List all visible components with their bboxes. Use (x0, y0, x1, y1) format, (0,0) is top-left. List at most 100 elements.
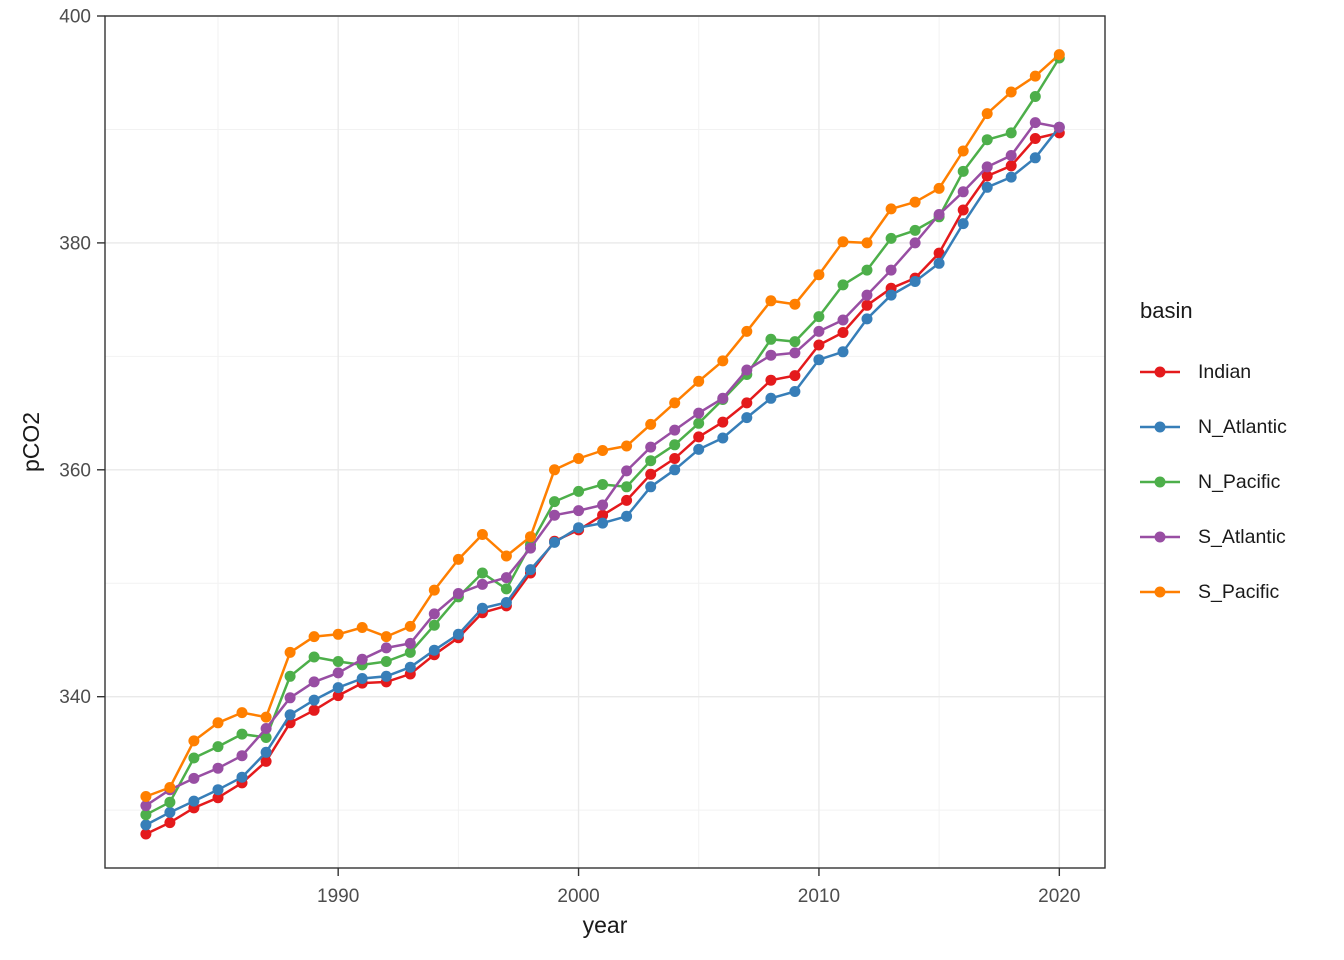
legend-key-dot (1154, 421, 1166, 433)
data-point-S_Pacific (284, 646, 296, 658)
data-point-N_Atlantic (188, 795, 200, 807)
legend-key-s-atlantic-icon (1140, 531, 1180, 543)
data-point-S_Pacific (164, 782, 176, 793)
data-point-N_Atlantic (140, 819, 152, 831)
data-point-S_Atlantic (236, 750, 248, 762)
data-point-N_Atlantic (1005, 171, 1017, 183)
data-point-S_Atlantic (573, 505, 585, 517)
data-point-N_Atlantic (669, 464, 681, 476)
data-point-S_Atlantic (981, 161, 993, 173)
legend-key-dot (1154, 366, 1166, 378)
data-point-S_Atlantic (933, 209, 945, 220)
y-tick-label: 340 (59, 687, 91, 708)
legend-item-indian: Indian (1140, 360, 1287, 383)
data-point-S_Pacific (645, 418, 657, 430)
data-point-N_Pacific (404, 646, 416, 658)
data-point-Indian (933, 247, 945, 259)
data-point-N_Pacific (837, 279, 849, 291)
data-point-N_Atlantic (1029, 152, 1041, 164)
data-point-S_Pacific (380, 631, 392, 643)
data-point-N_Atlantic (573, 522, 585, 534)
data-point-S_Atlantic (500, 572, 512, 584)
data-point-S_Pacific (308, 631, 320, 643)
legend-key-dot (1154, 476, 1166, 488)
data-point-S_Pacific (1005, 86, 1017, 98)
legend-key-indian-icon (1140, 366, 1180, 378)
data-point-S_Atlantic (380, 642, 392, 654)
data-point-Indian (332, 690, 344, 702)
data-point-S_Atlantic (837, 314, 849, 326)
data-point-S_Pacific (885, 203, 897, 215)
legend-label: S_Atlantic (1198, 525, 1286, 548)
data-point-N_Atlantic (885, 289, 897, 301)
data-point-N_Atlantic (765, 392, 777, 404)
data-point-S_Pacific (1029, 70, 1041, 82)
data-point-S_Pacific (332, 628, 344, 640)
data-point-S_Pacific (981, 108, 993, 120)
data-point-S_Pacific (500, 550, 512, 562)
panel-border (104, 15, 1106, 869)
data-point-S_Pacific (428, 584, 440, 596)
y-axis-title: pCO2 (18, 411, 44, 473)
data-point-N_Atlantic (789, 386, 801, 397)
data-point-S_Pacific (669, 397, 681, 409)
data-point-S_Atlantic (356, 653, 368, 665)
data-point-N_Atlantic (380, 670, 392, 682)
data-point-S_Pacific (140, 791, 152, 802)
data-point-S_Atlantic (693, 407, 705, 419)
data-point-N_Atlantic (212, 784, 224, 796)
legend-label: Indian (1198, 360, 1252, 383)
x-tick-label: 2020 (1038, 886, 1080, 907)
x-tick-label: 2010 (798, 886, 840, 907)
legend-item-n-atlantic: N_Atlantic (1140, 415, 1287, 438)
data-point-Indian (789, 370, 801, 382)
data-point-S_Pacific (861, 237, 873, 249)
data-point-S_Atlantic (525, 542, 536, 554)
data-point-S_Pacific (693, 375, 705, 387)
data-point-S_Atlantic (188, 772, 200, 784)
legend-label: N_Atlantic (1198, 415, 1287, 438)
data-point-N_Pacific (308, 651, 320, 663)
data-point-N_Atlantic (525, 564, 536, 576)
data-point-Indian (957, 204, 969, 216)
data-point-N_Pacific (669, 439, 681, 451)
data-point-N_Atlantic (933, 257, 945, 269)
data-point-S_Atlantic (549, 509, 560, 521)
data-point-N_Atlantic (909, 276, 921, 287)
data-point-S_Pacific (212, 717, 224, 729)
data-point-Indian (741, 397, 753, 409)
data-point-N_Pacific (332, 656, 344, 667)
legend: basin Indian N_Atlantic N_Pacific S_Atla… (1140, 298, 1287, 637)
data-point-S_Atlantic (476, 578, 488, 590)
data-point-N_Pacific (549, 496, 560, 508)
data-point-N_Pacific (428, 619, 440, 631)
data-point-N_Atlantic (428, 644, 440, 656)
data-point-N_Pacific (813, 311, 825, 323)
data-point-N_Atlantic (284, 709, 296, 721)
data-point-Indian (717, 416, 729, 428)
data-point-S_Pacific (356, 622, 368, 633)
data-point-S_Pacific (837, 236, 849, 248)
data-point-N_Atlantic (693, 443, 705, 455)
data-point-Indian (1005, 160, 1017, 172)
data-point-S_Pacific (476, 529, 488, 540)
data-point-S_Pacific (933, 182, 945, 194)
data-point-N_Atlantic (500, 597, 512, 608)
data-point-N_Pacific (1005, 127, 1017, 139)
data-point-N_Atlantic (164, 806, 176, 818)
data-point-Indian (621, 494, 633, 506)
legend-item-n-pacific: N_Pacific (1140, 471, 1287, 493)
data-point-N_Atlantic (861, 313, 873, 325)
legend-item-s-pacific: S_Pacific (1140, 581, 1287, 603)
data-point-S_Pacific (1053, 49, 1065, 61)
data-point-S_Pacific (452, 553, 464, 565)
data-point-S_Atlantic (284, 692, 296, 704)
data-point-S_Atlantic (332, 667, 344, 679)
data-point-S_Atlantic (717, 392, 729, 404)
data-point-Indian (140, 828, 152, 840)
data-point-S_Pacific (789, 298, 801, 310)
y-tick-label: 360 (59, 460, 91, 481)
data-point-N_Pacific (621, 481, 633, 493)
data-point-S_Pacific (525, 531, 536, 543)
legend-key-dot (1154, 586, 1166, 598)
